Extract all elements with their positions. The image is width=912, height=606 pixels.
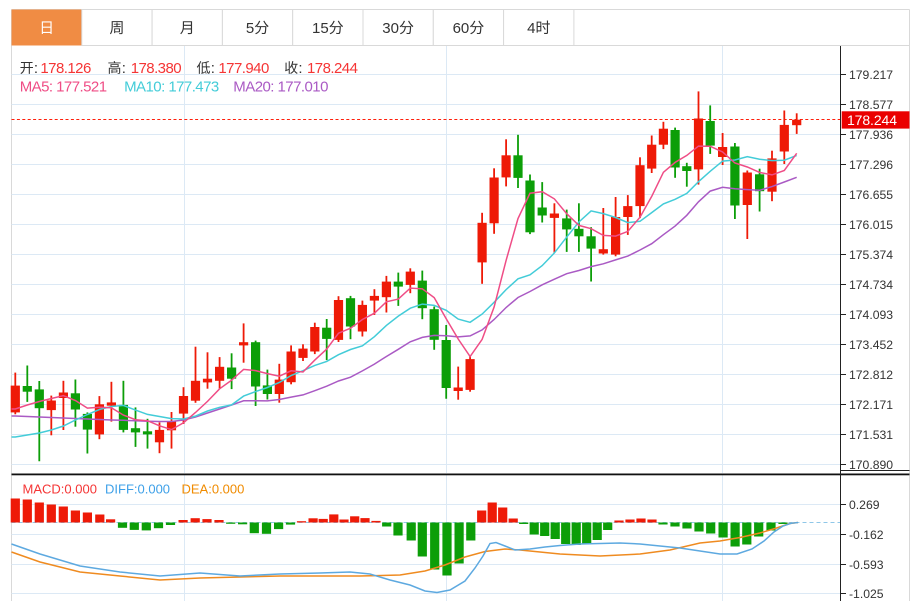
svg-text:60: 60 [453,20,470,37]
svg-text:0.269: 0.269 [849,498,880,512]
svg-text:178.244: 178.244 [847,112,897,128]
svg-text:-0.162: -0.162 [849,528,884,542]
svg-text:174.093: 174.093 [849,308,893,322]
svg-text::: : [122,60,126,77]
svg-text::: : [34,60,38,77]
svg-text:172.171: 172.171 [849,398,893,412]
svg-text:-0.593: -0.593 [849,558,884,572]
svg-text:174.734: 174.734 [849,278,893,292]
svg-text:176.655: 176.655 [849,188,893,202]
svg-text:15: 15 [312,20,329,37]
svg-text:170.890: 170.890 [849,458,893,472]
svg-text:5: 5 [246,20,254,37]
svg-text:4: 4 [527,20,535,37]
svg-text:179.217: 179.217 [849,68,893,82]
svg-text:-1.025: -1.025 [849,587,884,601]
svg-text:177.296: 177.296 [849,158,893,172]
svg-text:177.936: 177.936 [849,128,893,142]
svg-text::: : [298,60,302,77]
svg-text:172.812: 172.812 [849,368,893,382]
svg-text:171.531: 171.531 [849,428,893,442]
svg-text:176.015: 176.015 [849,218,893,232]
svg-text::: : [211,60,215,77]
svg-text:175.374: 175.374 [849,248,893,262]
svg-text:30: 30 [382,20,399,37]
svg-text:173.452: 173.452 [849,338,893,352]
svg-text:178.577: 178.577 [849,98,893,112]
